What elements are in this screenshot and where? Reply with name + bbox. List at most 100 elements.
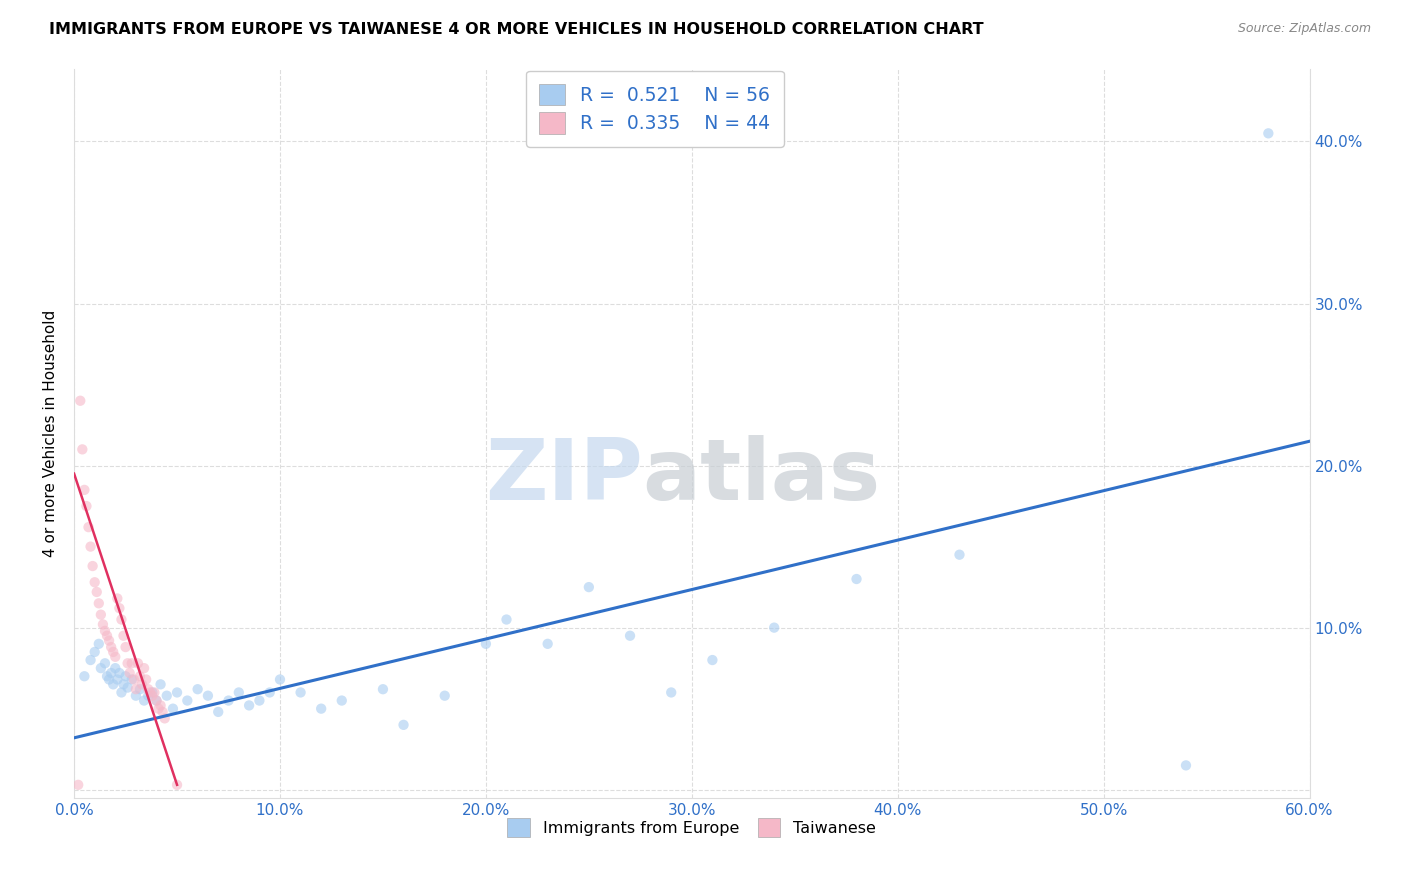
Point <box>96 669 118 683</box>
Point <box>702 653 724 667</box>
Point <box>69 393 91 408</box>
Point <box>269 673 291 687</box>
Point <box>845 572 868 586</box>
Point <box>104 649 127 664</box>
Point <box>114 669 136 683</box>
Point <box>129 682 152 697</box>
Point <box>145 693 167 707</box>
Point <box>218 693 240 707</box>
Point <box>122 673 145 687</box>
Point <box>100 665 122 680</box>
Text: atlas: atlas <box>643 435 880 518</box>
Point <box>112 629 135 643</box>
Point <box>117 681 139 695</box>
Point <box>166 685 188 699</box>
Point <box>152 705 174 719</box>
Point <box>127 657 149 671</box>
Point <box>433 689 456 703</box>
Point <box>73 483 96 497</box>
Point <box>131 677 153 691</box>
Point <box>145 693 167 707</box>
Point <box>114 640 136 654</box>
Point <box>141 685 163 699</box>
Point <box>129 669 152 683</box>
Point <box>87 596 110 610</box>
Point <box>392 718 415 732</box>
Point <box>83 645 105 659</box>
Point <box>87 637 110 651</box>
Point <box>98 633 121 648</box>
Point <box>67 778 90 792</box>
Point <box>100 640 122 654</box>
Point <box>83 575 105 590</box>
Point <box>77 520 100 534</box>
Point <box>79 653 101 667</box>
Point <box>228 685 250 699</box>
Point <box>139 685 162 699</box>
Point <box>108 601 131 615</box>
Point <box>135 673 157 687</box>
Point <box>110 685 132 699</box>
Point <box>371 682 394 697</box>
Point <box>86 585 108 599</box>
Point <box>118 665 141 680</box>
Point <box>117 657 139 671</box>
Point <box>90 607 112 622</box>
Point <box>330 693 353 707</box>
Point <box>104 661 127 675</box>
Point <box>537 637 560 651</box>
Point <box>187 682 209 697</box>
Point <box>948 548 970 562</box>
Point <box>495 613 517 627</box>
Point <box>132 661 155 675</box>
Text: ZIP: ZIP <box>485 435 643 518</box>
Point <box>112 677 135 691</box>
Point <box>162 701 184 715</box>
Point <box>108 665 131 680</box>
Point <box>110 613 132 627</box>
Point <box>290 685 312 699</box>
Point <box>72 442 94 457</box>
Point <box>143 685 166 699</box>
Point <box>166 778 188 792</box>
Point <box>1257 126 1279 140</box>
Point <box>141 689 163 703</box>
Point <box>98 673 121 687</box>
Point <box>475 637 498 651</box>
Point <box>136 682 159 697</box>
Text: Source: ZipAtlas.com: Source: ZipAtlas.com <box>1237 22 1371 36</box>
Text: IMMIGRANTS FROM EUROPE VS TAIWANESE 4 OR MORE VEHICLES IN HOUSEHOLD CORRELATION : IMMIGRANTS FROM EUROPE VS TAIWANESE 4 OR… <box>49 22 984 37</box>
Point <box>105 591 128 606</box>
Point <box>578 580 600 594</box>
Point <box>136 689 159 703</box>
Point <box>309 701 332 715</box>
Point <box>125 682 148 697</box>
Point <box>149 677 172 691</box>
Point <box>238 698 260 713</box>
Point <box>94 624 117 638</box>
Point <box>259 685 281 699</box>
Point <box>121 657 143 671</box>
Point <box>149 698 172 713</box>
Point <box>125 689 148 703</box>
Point <box>73 669 96 683</box>
Point <box>103 677 125 691</box>
Point <box>1175 758 1198 772</box>
Point <box>247 693 270 707</box>
Y-axis label: 4 or more Vehicles in Household: 4 or more Vehicles in Household <box>44 310 58 557</box>
Point <box>659 685 682 699</box>
Point <box>619 629 641 643</box>
Point <box>153 711 176 725</box>
Point <box>96 629 118 643</box>
Point <box>176 693 198 707</box>
Point <box>105 673 128 687</box>
Point <box>121 673 143 687</box>
Point <box>197 689 219 703</box>
Point <box>75 499 97 513</box>
Legend: Immigrants from Europe, Taiwanese: Immigrants from Europe, Taiwanese <box>499 810 884 845</box>
Point <box>94 657 117 671</box>
Point <box>148 701 170 715</box>
Point <box>763 621 786 635</box>
Point <box>79 540 101 554</box>
Point <box>156 689 179 703</box>
